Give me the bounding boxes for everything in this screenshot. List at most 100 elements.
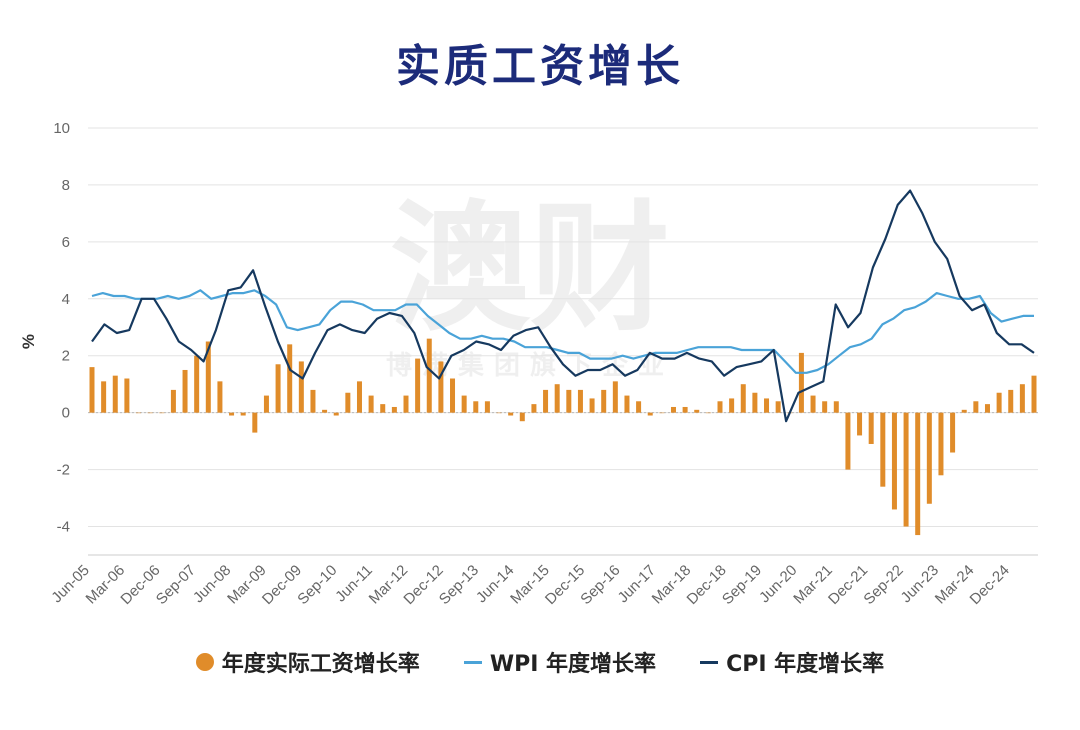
- bar: [891, 412, 897, 510]
- x-tick-labels: Jun-05Mar-06Dec-06Sep-07Jun-08Mar-09Dec-…: [48, 562, 1012, 608]
- bar: [112, 375, 118, 413]
- bar: [857, 412, 863, 436]
- x-tick-label: Dec-24: [967, 562, 1013, 608]
- bar: [984, 404, 990, 413]
- bar: [880, 412, 886, 487]
- bar: [868, 412, 874, 444]
- bar: [973, 401, 979, 413]
- bar: [263, 395, 269, 413]
- bar: [310, 389, 316, 413]
- bar: [194, 355, 200, 413]
- bar: [822, 401, 828, 413]
- x-tick-label: Sep-07: [153, 562, 199, 608]
- bar: [729, 398, 735, 413]
- x-tick-label: Sep-10: [294, 562, 340, 608]
- bar: [229, 412, 235, 416]
- bar: [147, 412, 153, 414]
- bar: [170, 389, 176, 413]
- bar: [903, 412, 909, 527]
- line-series: [91, 189, 1035, 423]
- bar: [798, 352, 804, 413]
- bar: [496, 412, 502, 414]
- bar: [833, 401, 839, 413]
- bar: [380, 404, 386, 413]
- y-tick-label: 8: [62, 177, 70, 194]
- bar: [368, 395, 374, 413]
- x-tick-label: Sep-19: [719, 562, 765, 608]
- bar: [554, 384, 560, 413]
- bar: [845, 412, 851, 470]
- bar: [450, 378, 456, 413]
- bar: [740, 384, 746, 413]
- bar: [705, 412, 711, 414]
- bar: [333, 412, 339, 416]
- chart-plot: 10 8 6 4 2 0 -2 -4 % Jun-05Mar-06Dec-06Sep-07Ju…: [19, 120, 1038, 608]
- bar: [810, 395, 816, 413]
- bar: [775, 401, 781, 413]
- bar: [961, 409, 967, 413]
- bar: [682, 406, 688, 413]
- bar: [298, 361, 304, 413]
- bar: [159, 412, 165, 414]
- bar: [938, 412, 944, 476]
- x-tick-label: Sep-16: [577, 562, 623, 608]
- cpi-series-line: [91, 189, 1035, 423]
- bar-series: [89, 338, 1037, 536]
- bar: [915, 412, 921, 536]
- y-tick-labels: 10 8 6 4 2 0 -2 -4: [53, 120, 70, 536]
- bar: [438, 361, 444, 413]
- bar: [252, 412, 258, 433]
- bar: [356, 381, 362, 413]
- legend-bars-label: 年度实际工资增长率: [221, 652, 420, 677]
- bar: [601, 389, 607, 413]
- bar: [926, 412, 932, 504]
- bar: [647, 412, 653, 416]
- bar: [636, 401, 642, 413]
- bar: [1031, 375, 1037, 413]
- bar: [484, 401, 490, 413]
- y-axis-label: %: [19, 334, 38, 349]
- bar: [752, 392, 758, 413]
- wpi-series-line: [91, 289, 1034, 374]
- bar: [89, 367, 95, 413]
- gridlines: [88, 127, 1038, 556]
- chart-title: 实质工资增长: [396, 41, 684, 92]
- legend-item-wpi[interactable]: WPI 年度增长率: [463, 646, 657, 678]
- legend-wpi-marker-icon: [463, 660, 482, 664]
- bar: [345, 392, 351, 413]
- bar: [519, 412, 525, 422]
- bar: [589, 398, 595, 413]
- legend-item-bars[interactable]: 年度实际工资增长率: [195, 646, 420, 678]
- legend-wpi-label: WPI 年度增长率: [489, 652, 657, 677]
- bar: [1019, 384, 1025, 413]
- bar: [415, 358, 421, 413]
- bar: [531, 404, 537, 413]
- bar: [543, 389, 549, 413]
- bar: [624, 395, 630, 413]
- bar: [508, 412, 514, 416]
- legend-cpi-label: CPI 年度增长率: [726, 652, 885, 677]
- bar: [403, 395, 409, 413]
- bar: [473, 401, 479, 413]
- bar: [670, 406, 676, 413]
- x-tick-label: Sep-13: [436, 562, 482, 608]
- bar: [182, 369, 188, 413]
- y-tick-label: 6: [62, 234, 70, 251]
- bar: [217, 381, 223, 413]
- bar: [101, 381, 107, 413]
- legend-bars-marker-icon: [195, 653, 214, 671]
- bar: [996, 392, 1002, 413]
- bar: [124, 378, 130, 413]
- bar: [950, 412, 956, 453]
- bar: [577, 389, 583, 413]
- bar: [275, 364, 281, 413]
- x-tick-label: Sep-22: [860, 562, 906, 608]
- legend-cpi-marker-icon: [700, 660, 719, 664]
- y-tick-label: 4: [62, 291, 70, 308]
- bar: [764, 398, 770, 413]
- bar: [322, 409, 328, 413]
- bar: [426, 338, 432, 413]
- legend: 年度实际工资增长率 WPI 年度增长率 CPI 年度增长率: [0, 646, 1080, 678]
- legend-item-cpi[interactable]: CPI 年度增长率: [700, 646, 884, 678]
- bar: [136, 412, 142, 414]
